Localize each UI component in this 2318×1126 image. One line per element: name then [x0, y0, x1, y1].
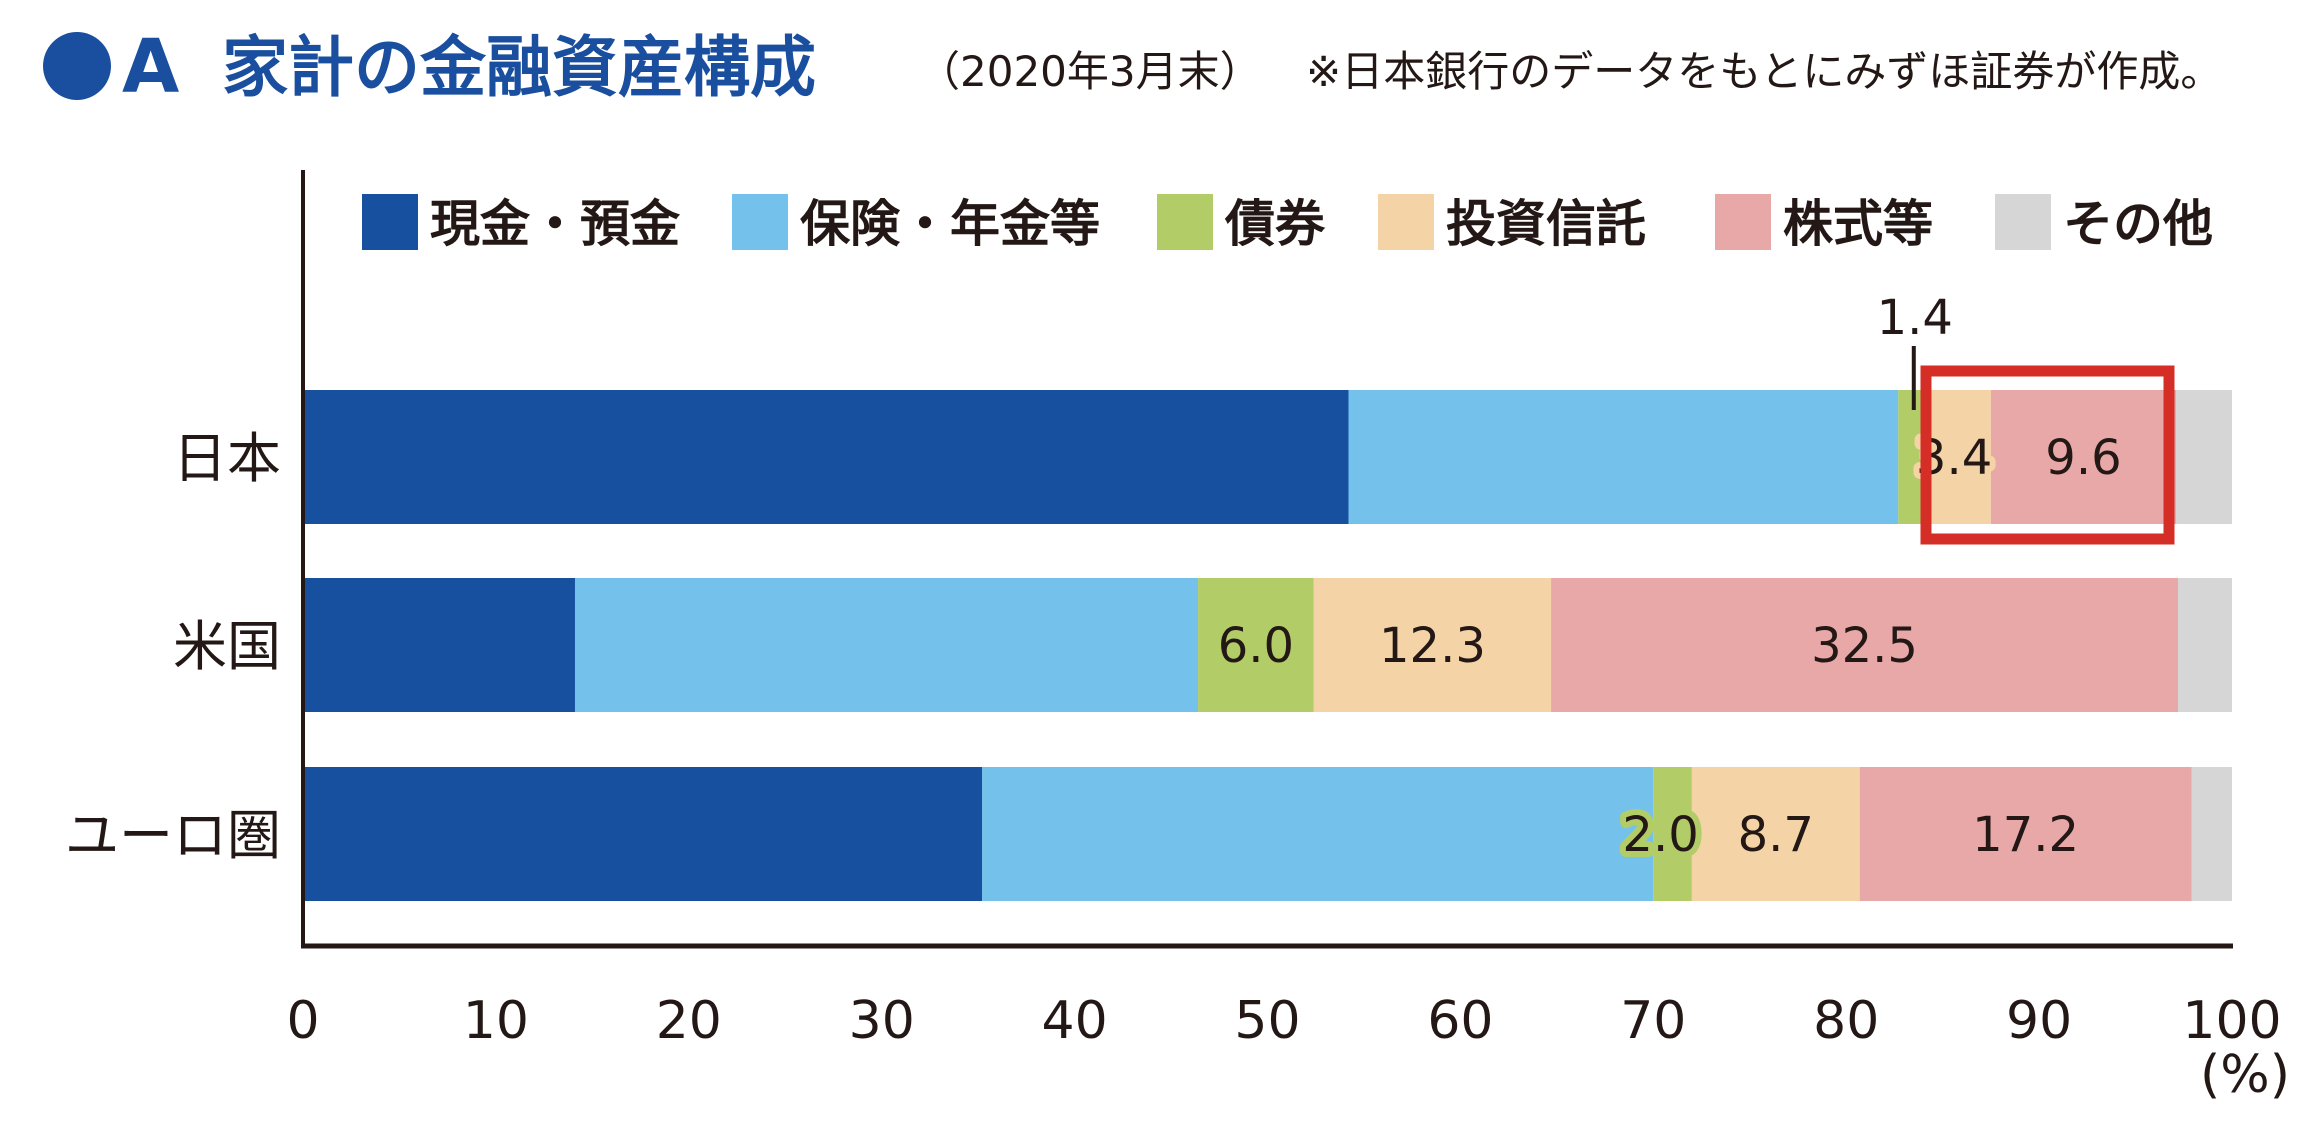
x-tick-label: 10: [463, 991, 529, 1051]
bar-segment: [1925, 390, 1991, 524]
bar-segment: [1691, 767, 1860, 901]
title-letter: A: [122, 24, 179, 110]
bar-segment: [1313, 578, 1552, 712]
value-label: 17.2: [1972, 807, 2079, 863]
x-unit-label: (%): [2200, 1045, 2290, 1105]
legend-label: その他: [2063, 195, 2213, 253]
bar-segment: [1198, 578, 1314, 712]
value-label: 12.3: [1379, 618, 1486, 674]
legend-swatch: [1715, 194, 1771, 250]
x-tick-label: 70: [1620, 991, 1686, 1051]
chart-date: （2020年3月末）: [918, 47, 1262, 96]
legend-swatch: [1157, 194, 1213, 250]
legend-label: 債券: [1224, 195, 1326, 253]
x-tick-label: 20: [656, 991, 722, 1051]
bar-segment: [1653, 767, 1692, 901]
value-label: 32.5: [1811, 618, 1918, 674]
legend-swatch: [732, 194, 788, 250]
x-tick-label: 90: [2006, 991, 2072, 1051]
bar-segment: [1551, 578, 2178, 712]
bar-segment: [1348, 390, 1899, 524]
category-label: ユーロ圏: [65, 804, 281, 867]
x-tick-label: 100: [2182, 991, 2281, 1051]
category-label: 日本: [173, 427, 281, 490]
bar-segment: [2176, 390, 2232, 524]
bar-segment: [303, 767, 983, 901]
value-label: 2.0: [1622, 807, 1698, 863]
legend-label: 株式等: [1783, 195, 1933, 253]
legend-label: 現金・預金: [430, 195, 681, 253]
x-tick-labels: 0 10 20 30 40 50 60 70 80 90 100: [286, 991, 2281, 1051]
bar-segment: [1990, 390, 2177, 524]
bar-segment: [1859, 767, 2192, 901]
value-label: 1.4: [1877, 290, 1953, 346]
chart-source-note: ※日本銀行のデータをもとにみずほ証券が作成。: [1306, 47, 2222, 96]
bar-segment: [303, 578, 575, 712]
x-tick-label: 60: [1427, 991, 1493, 1051]
x-tick-label: 0: [286, 991, 319, 1051]
highlight-box: [1920, 365, 2175, 545]
value-label: 8.7: [1738, 807, 1814, 863]
legend-label: 投資信託: [1446, 195, 1646, 253]
x-tick-label: 50: [1234, 991, 1300, 1051]
legend-swatch: [1378, 194, 1434, 250]
bar-segment: [982, 767, 1654, 901]
bar-segment: [303, 390, 1349, 524]
bar-segment: [2177, 578, 2232, 712]
legend-label: 保険・年金等: [800, 195, 1100, 253]
legend: 現金・預金 保険・年金等 債券 投資信託 株式等 その他: [362, 194, 2213, 253]
bar-segment: [574, 578, 1199, 712]
title-bullet-icon: [43, 32, 111, 100]
bar-segment: [2191, 767, 2232, 901]
value-labels: 1.43.4 9.66.0 12.3 32.52.0 8.7 17.2: [1218, 290, 2175, 869]
value-label: 9.6: [2045, 430, 2121, 486]
chart-title: 家計の金融資産構成: [222, 29, 816, 106]
bars: [303, 390, 2232, 901]
x-tick-label: 40: [1042, 991, 1108, 1051]
x-tick-label: 30: [849, 991, 915, 1051]
legend-swatch: [1995, 194, 2051, 250]
legend-swatch: [362, 194, 418, 250]
value-label: 6.0: [1218, 618, 1294, 674]
x-tick-label: 80: [1813, 991, 1879, 1051]
category-label: 米国: [173, 615, 281, 678]
